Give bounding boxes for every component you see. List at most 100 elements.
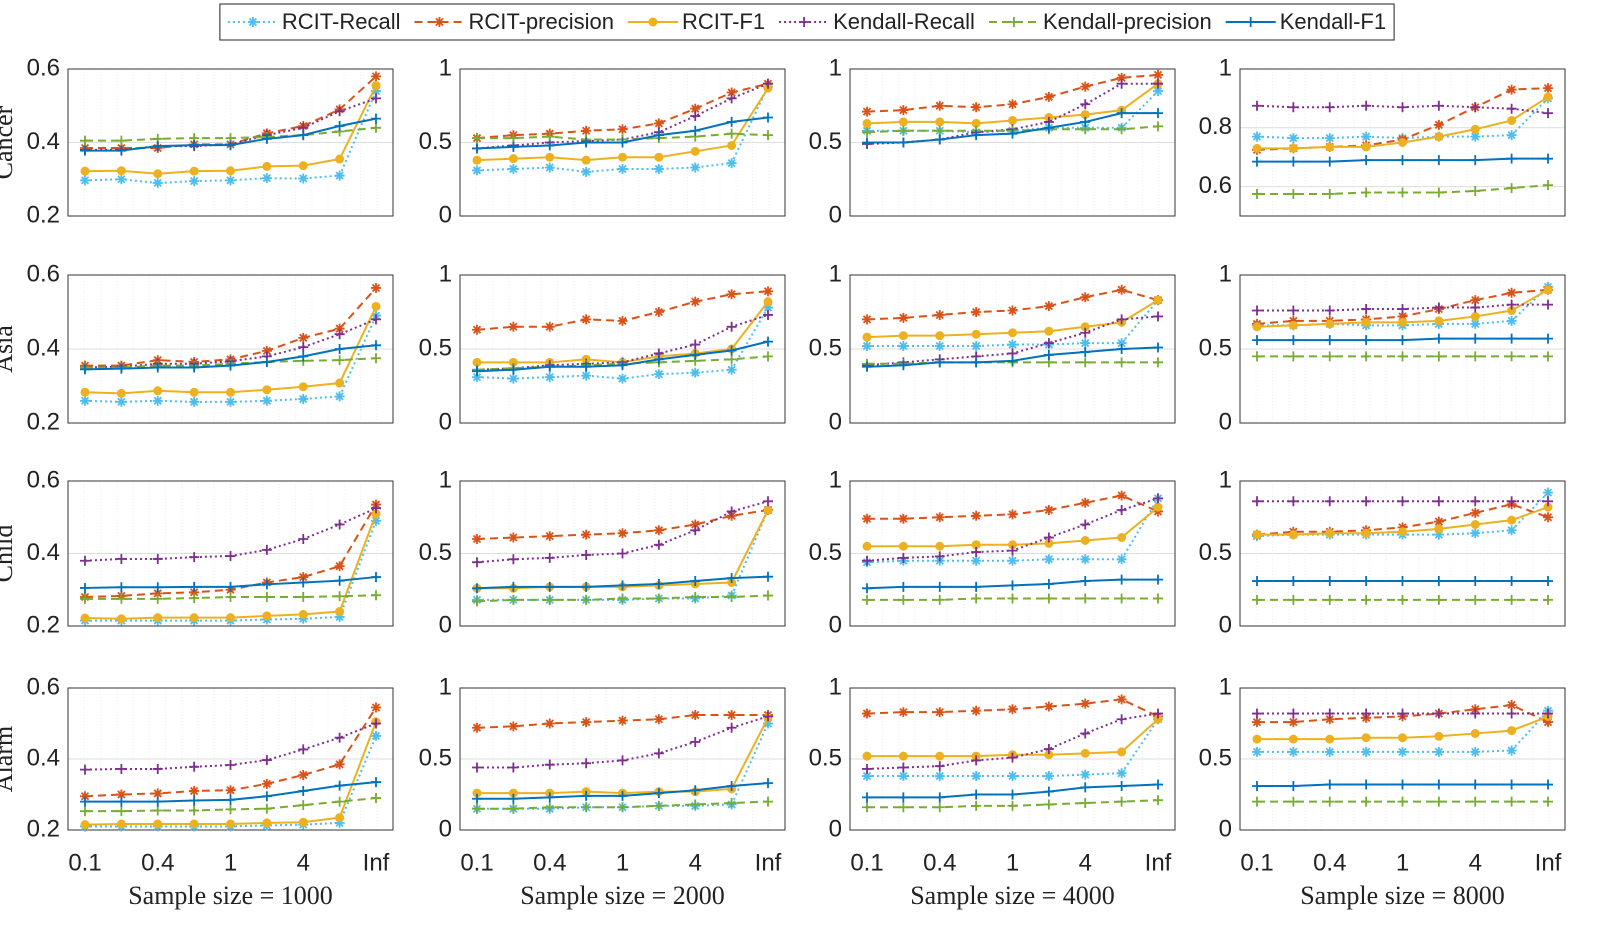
x-axis-label: Sample size = 4000: [910, 881, 1115, 910]
marker: [934, 357, 945, 368]
marker: [1007, 509, 1018, 520]
marker: [653, 539, 664, 550]
y-tick-label: 0: [439, 815, 452, 842]
marker: [1433, 155, 1444, 166]
marker: [1543, 496, 1553, 507]
marker: [1043, 301, 1054, 312]
marker: [472, 155, 482, 165]
marker: [225, 592, 236, 602]
marker: [1543, 285, 1553, 295]
marker: [508, 581, 519, 592]
marker: [617, 802, 628, 813]
marker: [1080, 519, 1091, 530]
x-tick-label: 1: [1396, 849, 1409, 876]
marker: [1325, 319, 1335, 329]
marker: [153, 169, 163, 179]
marker: [1043, 91, 1054, 102]
marker: [1288, 335, 1299, 346]
marker: [617, 124, 628, 135]
marker: [1153, 86, 1163, 97]
marker: [935, 541, 945, 551]
marker: [371, 301, 381, 311]
marker: [690, 709, 701, 720]
marker: [371, 572, 381, 583]
marker: [1288, 796, 1299, 807]
marker: [371, 353, 381, 364]
marker: [763, 309, 773, 320]
marker: [971, 307, 982, 317]
marker: [1470, 186, 1481, 197]
x-tick-label: 0.4: [1313, 849, 1346, 876]
marker: [1153, 311, 1163, 322]
marker: [1007, 128, 1018, 139]
marker: [898, 137, 909, 148]
marker: [116, 145, 127, 156]
marker: [1470, 796, 1481, 807]
x-axis-label: Sample size = 8000: [1300, 881, 1505, 910]
marker: [934, 761, 945, 772]
y-axis-label: Alarm: [0, 726, 18, 792]
marker: [1288, 156, 1299, 167]
marker: [544, 718, 555, 729]
marker: [334, 817, 345, 828]
marker: [508, 594, 519, 605]
y-axis-label: Asia: [0, 325, 18, 373]
marker: [508, 364, 519, 375]
marker: [898, 105, 909, 116]
marker: [971, 581, 982, 592]
marker: [1080, 798, 1091, 809]
y-tick-label: 0.6: [1199, 172, 1232, 199]
marker: [189, 761, 200, 772]
marker: [1361, 733, 1371, 743]
marker: [334, 344, 345, 354]
marker: [1470, 520, 1480, 529]
marker: [472, 165, 482, 176]
marker: [1470, 131, 1481, 142]
marker: [371, 81, 381, 91]
marker: [1324, 133, 1335, 144]
marker: [189, 805, 200, 816]
marker: [862, 361, 872, 372]
marker: [971, 593, 982, 604]
x-tick-label: 0.4: [533, 849, 566, 876]
marker: [1470, 351, 1481, 362]
x-axis-label: Sample size = 1000: [128, 881, 333, 910]
marker: [1116, 72, 1127, 83]
marker: [116, 166, 126, 176]
marker: [971, 357, 982, 368]
marker: [298, 572, 309, 583]
marker: [472, 596, 482, 607]
marker: [898, 125, 909, 136]
marker: [544, 552, 555, 563]
marker: [1080, 748, 1090, 758]
marker: [581, 581, 592, 592]
marker: [898, 360, 909, 371]
marker: [298, 534, 309, 544]
marker: [617, 163, 628, 174]
marker: [1008, 328, 1017, 338]
marker: [1325, 734, 1335, 744]
marker: [726, 573, 737, 584]
marker: [1080, 782, 1091, 793]
marker: [298, 577, 309, 588]
marker: [1043, 532, 1054, 543]
marker: [1470, 102, 1481, 113]
axes-box: [67, 68, 394, 217]
marker: [690, 339, 701, 350]
marker: [1288, 133, 1299, 144]
marker: [934, 771, 945, 782]
marker: [1007, 789, 1018, 800]
x-tick-label: 0.1: [850, 849, 883, 876]
marker: [898, 341, 909, 352]
marker: [1324, 708, 1335, 719]
marker: [334, 575, 345, 586]
marker: [653, 800, 664, 811]
marker: [189, 795, 200, 806]
marker: [80, 387, 90, 397]
y-tick-label: 0.2: [27, 815, 60, 842]
marker: [862, 802, 872, 813]
marker: [1506, 351, 1517, 362]
marker: [1324, 188, 1335, 199]
marker: [1116, 780, 1127, 791]
